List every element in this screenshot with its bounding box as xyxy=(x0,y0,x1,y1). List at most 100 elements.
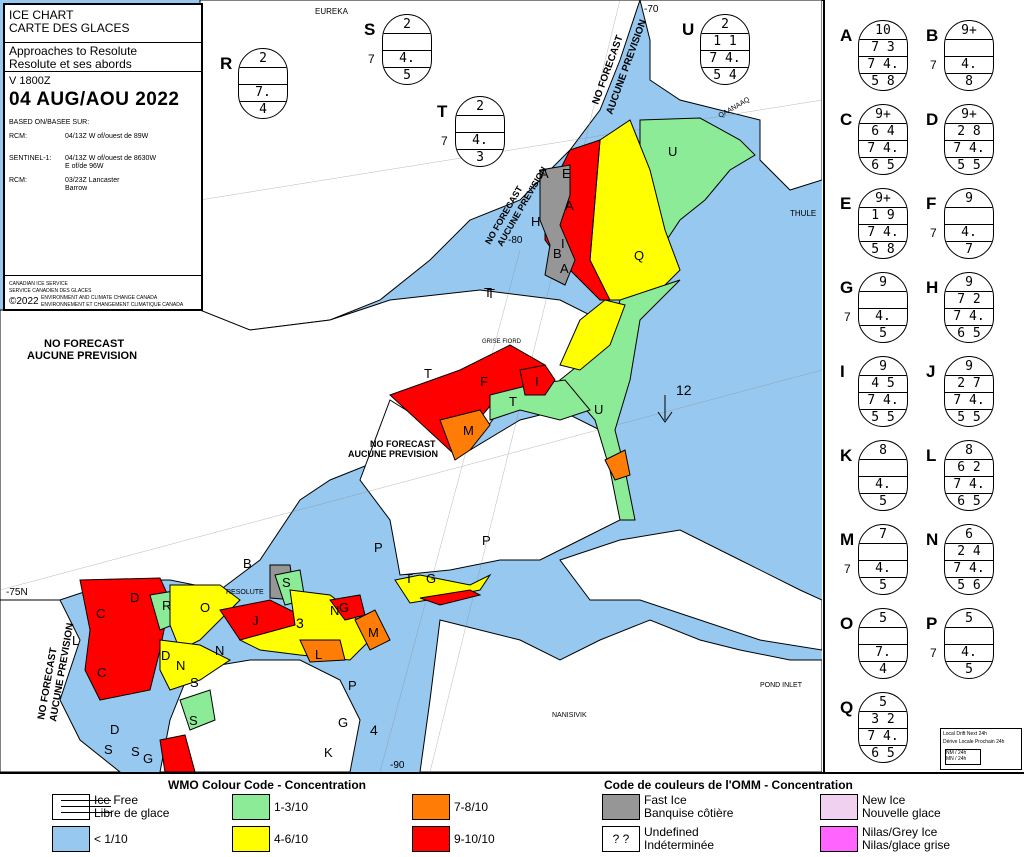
land-baffin xyxy=(419,619,822,772)
legend-label: New Ice xyxy=(862,793,906,807)
legend-label-fr: Nilas/glace grise xyxy=(862,838,951,852)
undefined-symbol: ? ? xyxy=(612,832,630,846)
source-1-name: RCM: xyxy=(9,133,27,140)
region-yellow-lower xyxy=(159,639,231,691)
lat-75-label: -75N xyxy=(6,587,28,598)
egg-code-row: 7 4. xyxy=(859,393,907,410)
land-greenland xyxy=(639,0,822,191)
egg-code-row: 5 8 xyxy=(871,74,895,89)
egg-code-side-value: 7 xyxy=(930,226,937,240)
region-orange-spot xyxy=(604,449,631,481)
region-letter: T xyxy=(405,571,413,586)
egg-code-row: 6 2 xyxy=(945,460,993,477)
legend-label: 1-3/10 xyxy=(274,800,309,814)
egg-code-row: 5 6 xyxy=(957,578,981,593)
egg-code-letter: G xyxy=(840,278,854,297)
region-letter: T xyxy=(484,285,492,300)
egg-code-row: 4 xyxy=(259,102,267,117)
egg-code-row xyxy=(859,628,907,645)
graticule xyxy=(0,0,822,772)
drift-speed-3: 3 xyxy=(296,615,304,631)
region-letter: A xyxy=(540,166,549,181)
egg-code-row: 7 4. xyxy=(859,141,907,158)
egg-code-row: 5 xyxy=(859,609,907,628)
legend-swatch xyxy=(52,826,90,852)
legend-label: Undefined xyxy=(644,825,699,839)
region-letter: D xyxy=(110,722,119,737)
egg-code-row: 7 4. xyxy=(945,477,993,494)
pond-inlet-label: POND INLET xyxy=(760,682,803,689)
region-orange-m xyxy=(439,409,491,461)
egg-code-o: 5 7. 4 xyxy=(858,608,908,679)
egg-code-letter: P xyxy=(926,614,938,633)
egg-code-row: 7 4. xyxy=(945,561,993,578)
egg-code-letter: I xyxy=(840,362,845,381)
lon-70-label: -70 xyxy=(644,4,659,15)
egg-code-row: 7 4. xyxy=(945,393,993,410)
region-grey-fast xyxy=(539,164,576,286)
region-letter: N xyxy=(176,658,185,673)
legend-label: Nilas/Grey Ice xyxy=(862,825,938,839)
region-letter: B xyxy=(553,246,562,261)
info-box: ICE CHART CARTE DES GLACES Approaches to… xyxy=(3,3,203,311)
region-letter: D xyxy=(130,590,139,605)
legend-label: 9-10/10 xyxy=(454,832,495,846)
region-letter: G xyxy=(426,571,436,586)
egg-code-row: 8 xyxy=(945,441,993,460)
region-letter: S xyxy=(190,675,199,690)
region-green-lower xyxy=(179,689,216,731)
no-forecast-en-1: NO FORECAST xyxy=(44,338,124,350)
egg-code-letter: A xyxy=(840,26,853,45)
egg-code-row: 9 xyxy=(945,273,993,292)
egg-code-row: 4. xyxy=(945,645,993,662)
region-letter: J xyxy=(252,613,259,628)
egg-code-row: 10 xyxy=(859,21,907,40)
region-letter: N xyxy=(215,643,224,658)
egg-code-m: 7 4. 5 xyxy=(858,524,908,595)
egg-code-row xyxy=(945,628,993,645)
region-letter: E xyxy=(562,166,571,181)
egg-code-row: 6 5 xyxy=(957,326,981,341)
land-west xyxy=(0,599,121,772)
egg-code-row: 7. xyxy=(239,85,287,102)
egg-code-row: 4. xyxy=(945,57,993,74)
source-3-line1: 03/23Z Lancaster xyxy=(65,177,120,184)
region-title-fr: Resolute et ses abords xyxy=(9,57,132,71)
egg-code-row: 2 8 xyxy=(945,124,993,141)
egg-code-letter: D xyxy=(926,110,939,129)
source-3-line2: Barrow xyxy=(65,185,88,192)
egg-code-letter: H xyxy=(926,278,939,297)
egg-code-row: 4. xyxy=(859,477,907,494)
egg-code-row: 4. xyxy=(456,133,504,150)
region-letter: G xyxy=(143,751,153,766)
egg-code-row xyxy=(945,40,993,57)
egg-code-row: 7 4. xyxy=(859,57,907,74)
chart-title-fr: CARTE DES GLACES xyxy=(9,21,130,35)
land-bylot xyxy=(559,529,822,651)
egg-code-row: 9+ xyxy=(859,105,907,124)
drift-arrow-symbol: NM / 24h MN / 24h xyxy=(945,749,981,765)
source-2-line2: E of/de 96W xyxy=(65,163,104,170)
region-letter: H xyxy=(531,214,540,229)
egg-code-row: 5 xyxy=(965,662,973,677)
egg-code-t: 2 4. 3 xyxy=(455,96,505,167)
legend-label: Fast Ice xyxy=(644,793,687,807)
egg-code-row: 7 4. xyxy=(945,141,993,158)
region-green-u xyxy=(559,279,681,521)
egg-code-row: 7 xyxy=(965,242,973,257)
egg-code-row: 9 xyxy=(945,357,993,376)
egg-code-row xyxy=(383,34,431,51)
legend-label: Ice Free xyxy=(94,793,139,807)
region-letter: M xyxy=(368,625,379,640)
legend-label: < 1/10 xyxy=(94,832,128,846)
egg-code-row: 4. xyxy=(383,51,431,68)
egg-code-p: 5 4. 5 xyxy=(944,608,994,679)
region-letter: N xyxy=(330,603,339,618)
egg-code-k: 8 4. 5 xyxy=(858,440,908,511)
drift-arrow-12 xyxy=(657,395,673,423)
region-letter: P xyxy=(482,533,491,548)
egg-code-row: 9 xyxy=(945,189,993,208)
